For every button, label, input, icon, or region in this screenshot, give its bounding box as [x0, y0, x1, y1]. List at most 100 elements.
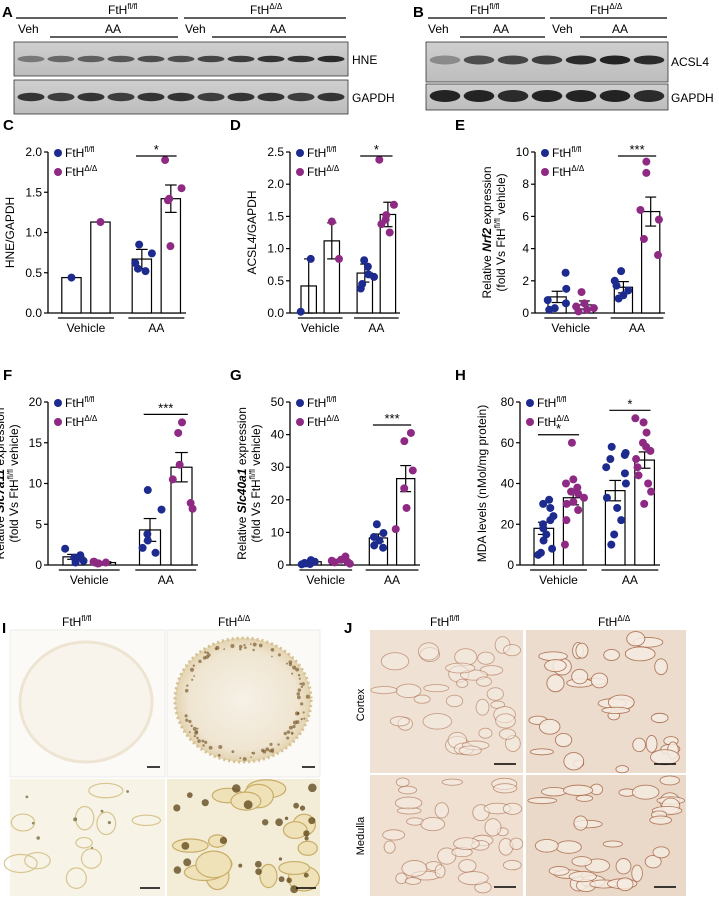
tubule-cross-section: [475, 698, 490, 716]
y-tick-label: 1.0: [267, 242, 284, 256]
data-point: [360, 256, 369, 265]
stain-dot: [251, 751, 254, 754]
blot-band: [137, 92, 165, 102]
panel-letter: I: [2, 620, 6, 637]
data-point: [370, 272, 379, 281]
stain-dot: [223, 648, 226, 651]
tubule-cross-section: [546, 674, 565, 693]
stain-dot: [195, 730, 199, 734]
tubule-outline: [88, 782, 124, 799]
data-point: [143, 486, 152, 495]
blot-band: [463, 90, 495, 102]
y-tick-label: 8: [522, 177, 529, 191]
legend-label: FtHΔ/Δ: [65, 414, 98, 429]
stain-dot: [301, 682, 305, 686]
stain-dot: [262, 750, 267, 754]
data-point: [327, 217, 336, 226]
category-label: AA: [384, 573, 400, 587]
stain-dot: [217, 753, 221, 757]
y-tick-label: 10: [271, 525, 285, 539]
y-tick-label: 1.5: [25, 185, 42, 199]
stain-dot: [243, 643, 246, 647]
stain-dot: [193, 735, 196, 738]
y-tick-label: 2.0: [267, 177, 284, 191]
data-point: [562, 499, 571, 508]
blot-band: [565, 90, 597, 102]
stain-dot: [206, 651, 209, 655]
tubule-cross-section: [423, 684, 450, 693]
tubule-cross-section: [458, 859, 477, 873]
legend-text: FtH: [65, 146, 84, 160]
blot-band: [197, 55, 225, 63]
y-axis-label-line2: (fold Vs FtHfl/fl vehicle): [248, 424, 263, 542]
panel-j: J FtHfl/fl FtHΔ/Δ Cortex Medulla: [344, 614, 686, 896]
stain-dot: [192, 726, 197, 731]
iron-deposit: [278, 857, 283, 861]
stain-dot: [249, 643, 252, 645]
label-part: vehicle): [249, 424, 263, 469]
stain-dot: [292, 665, 297, 670]
legend-marker: [296, 399, 304, 407]
data-point: [539, 524, 548, 533]
iron-deposit: [290, 885, 299, 894]
tubule-cross-section: [650, 712, 669, 724]
stain-dot: [298, 677, 301, 680]
tubule-outline: [282, 821, 308, 840]
data-point: [385, 228, 394, 237]
legend-label: FtHΔ/Δ: [65, 164, 98, 179]
data-point: [147, 249, 156, 258]
iron-deposit: [299, 805, 306, 811]
tubule-outline: [3, 853, 38, 874]
data-point: [636, 205, 645, 214]
tubule-cross-section: [590, 672, 609, 689]
tubule-cross-section: [534, 838, 559, 853]
data-point: [96, 218, 105, 227]
tubule-outline: [80, 848, 102, 869]
iron-deposit: [254, 860, 262, 868]
legend-marker: [54, 149, 62, 157]
data-point: [135, 240, 144, 249]
data-point: [188, 504, 197, 513]
stain-dot: [208, 745, 213, 750]
label-sup: fl/fl: [493, 218, 502, 228]
stain-dot: [244, 646, 247, 649]
data-point: [539, 499, 548, 508]
panel-i: I FtHfl/fl FtHΔ/Δ: [2, 614, 321, 896]
group-label-dd: FtHΔ/Δ: [250, 2, 283, 17]
iron-deposit: [308, 783, 317, 793]
tubule-outline: [10, 813, 36, 832]
tubule-cross-section: [601, 706, 631, 714]
data-point: [391, 525, 400, 534]
data-point: [642, 428, 651, 437]
stain-dot: [185, 718, 189, 722]
label-part: Relative: [480, 252, 494, 299]
tubule-cross-section: [382, 829, 406, 841]
iron-deposit: [286, 877, 292, 883]
stain-dot: [239, 647, 242, 651]
stain-dot: [285, 662, 288, 665]
data-point: [647, 487, 656, 496]
stain-dot: [252, 642, 257, 647]
data-point: [620, 469, 629, 478]
legend-marker: [541, 149, 549, 157]
label-part: Relative: [0, 513, 7, 560]
data-point: [163, 196, 172, 205]
legend-label: FtHΔ/Δ: [307, 414, 340, 429]
blot-band: [167, 92, 195, 102]
tubule-cross-section: [404, 876, 422, 885]
tubule-cross-section: [445, 694, 464, 708]
blot-band: [227, 92, 255, 102]
legend-text: FtH: [307, 146, 326, 160]
category-label: Vehicle: [539, 573, 578, 587]
legend-text: FtH: [552, 165, 571, 179]
stain-dot: [184, 688, 189, 693]
data-point: [382, 211, 391, 220]
data-point: [548, 544, 557, 553]
iron-deposit: [293, 802, 300, 809]
data-point: [67, 273, 76, 282]
stain-dot: [300, 717, 303, 721]
legend-text: FtH: [537, 396, 556, 410]
kidney-section: [173, 636, 313, 764]
stain-dot: [302, 711, 305, 714]
